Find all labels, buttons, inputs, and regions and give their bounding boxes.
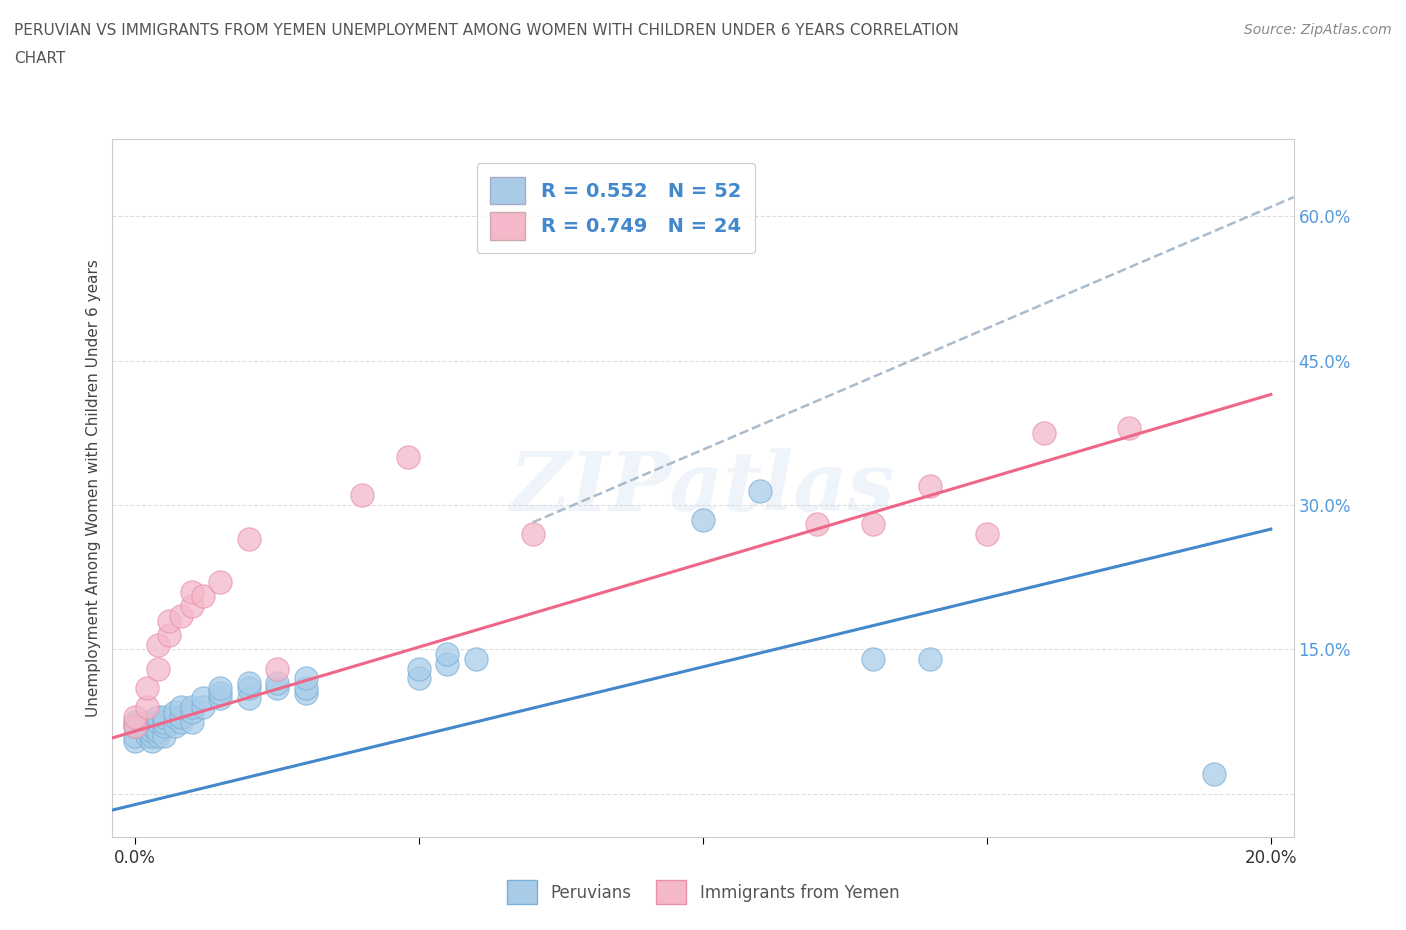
Point: [124, 719, 146, 734]
Point: [163, 719, 186, 734]
Point: [436, 657, 458, 671]
Point: [352, 488, 374, 503]
Point: [152, 714, 174, 729]
Point: [152, 719, 174, 734]
Point: [238, 531, 260, 546]
Point: [408, 671, 430, 685]
Point: [157, 613, 180, 628]
Point: [193, 690, 215, 705]
Text: PERUVIAN VS IMMIGRANTS FROM YEMEN UNEMPLOYMENT AMONG WOMEN WITH CHILDREN UNDER 6: PERUVIAN VS IMMIGRANTS FROM YEMEN UNEMPL…: [14, 23, 959, 38]
Point: [169, 608, 191, 623]
Point: [135, 714, 157, 729]
Point: [124, 714, 146, 729]
Point: [141, 719, 163, 734]
Point: [193, 699, 215, 714]
Point: [238, 675, 260, 690]
Point: [209, 685, 232, 700]
Point: [181, 699, 204, 714]
Point: [135, 719, 157, 734]
Point: [209, 690, 232, 705]
Point: [124, 728, 146, 743]
Point: [806, 517, 828, 532]
Point: [238, 681, 260, 696]
Point: [294, 671, 316, 685]
Legend: Peruvians, Immigrants from Yemen: Peruvians, Immigrants from Yemen: [499, 872, 907, 912]
Point: [124, 734, 146, 749]
Point: [146, 714, 169, 729]
Point: [135, 728, 157, 743]
Point: [862, 517, 884, 532]
Point: [152, 728, 174, 743]
Point: [464, 652, 486, 667]
Point: [146, 728, 169, 743]
Point: [146, 710, 169, 724]
Point: [396, 449, 419, 464]
Point: [920, 652, 942, 667]
Point: [436, 646, 458, 661]
Point: [1202, 767, 1225, 782]
Point: [141, 728, 163, 743]
Point: [152, 710, 174, 724]
Point: [124, 710, 146, 724]
Point: [163, 710, 186, 724]
Point: [146, 637, 169, 652]
Point: [124, 719, 146, 734]
Point: [976, 526, 998, 541]
Point: [692, 512, 714, 527]
Point: [146, 661, 169, 676]
Point: [862, 652, 884, 667]
Text: Source: ZipAtlas.com: Source: ZipAtlas.com: [1244, 23, 1392, 37]
Point: [141, 724, 163, 738]
Point: [522, 526, 544, 541]
Y-axis label: Unemployment Among Women with Children Under 6 years: Unemployment Among Women with Children U…: [86, 259, 101, 717]
Point: [209, 575, 232, 590]
Point: [169, 714, 191, 729]
Point: [169, 710, 191, 724]
Point: [193, 589, 215, 604]
Point: [181, 599, 204, 614]
Point: [181, 714, 204, 729]
Point: [181, 705, 204, 720]
Point: [146, 724, 169, 738]
Point: [266, 661, 288, 676]
Point: [238, 690, 260, 705]
Point: [163, 705, 186, 720]
Point: [135, 724, 157, 738]
Point: [294, 681, 316, 696]
Point: [1032, 426, 1054, 441]
Point: [920, 478, 942, 493]
Point: [266, 675, 288, 690]
Point: [181, 584, 204, 599]
Point: [294, 685, 316, 700]
Text: CHART: CHART: [14, 51, 66, 66]
Point: [169, 699, 191, 714]
Point: [748, 484, 770, 498]
Point: [266, 681, 288, 696]
Point: [157, 628, 180, 643]
Point: [209, 681, 232, 696]
Text: ZIPatlas: ZIPatlas: [510, 448, 896, 528]
Point: [141, 734, 163, 749]
Point: [1118, 420, 1140, 435]
Point: [135, 699, 157, 714]
Point: [135, 681, 157, 696]
Point: [408, 661, 430, 676]
